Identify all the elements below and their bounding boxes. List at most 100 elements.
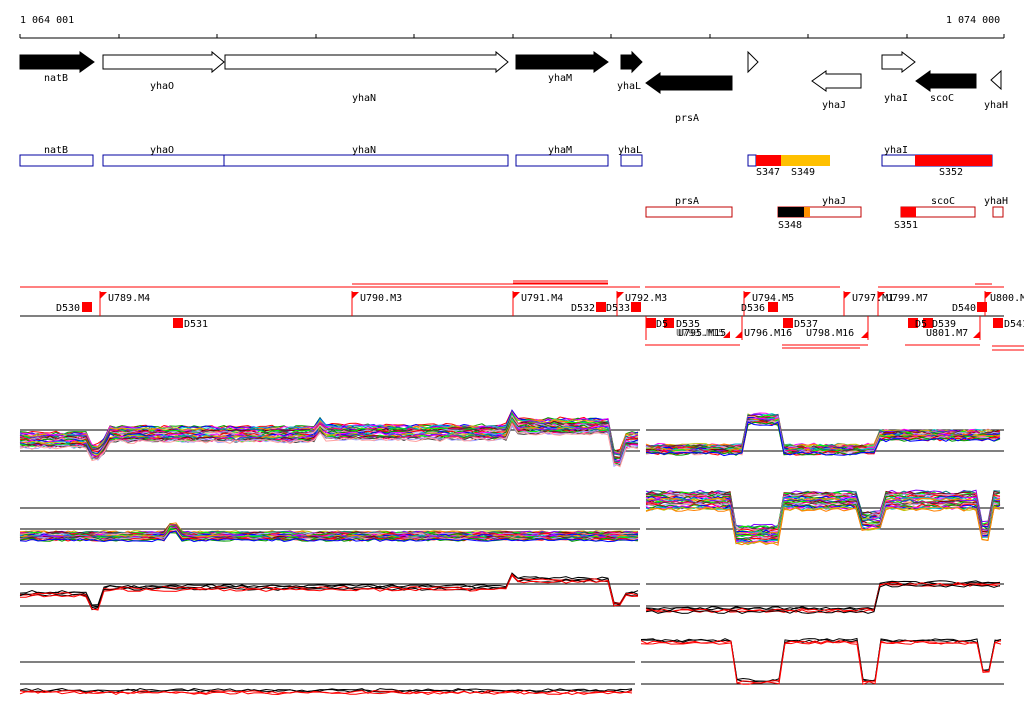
box-label-scoC: scoC (931, 196, 955, 207)
gene-arrow-yhaO[interactable] (102, 50, 225, 74)
segment-S351[interactable] (901, 207, 916, 217)
expression-profile-line (645, 413, 1001, 448)
expression-profile-line (19, 573, 639, 610)
box-label-natB: natB (44, 145, 68, 156)
label-U799: U799.M7 (886, 293, 928, 304)
terminator-D536[interactable] (768, 302, 778, 312)
gene-arrow-scoC[interactable] (915, 70, 977, 92)
label-U800: U800.M3 (990, 293, 1024, 304)
terminator-D533[interactable] (631, 302, 641, 312)
terminator-D532[interactable] (596, 302, 606, 312)
expression-profile-line (19, 524, 639, 537)
label-U790: U790.M3 (360, 293, 402, 304)
label-U797: U797.M1 (852, 293, 894, 304)
label-D531: D531 (184, 319, 208, 330)
feature-track: U789.M4 U790.M3 U791.M4 U792.M3 U794.M5 … (20, 280, 1024, 351)
box-yhaH[interactable] (992, 206, 1004, 218)
segment-S352[interactable] (915, 155, 992, 166)
expression-profile-line (645, 581, 1001, 613)
ruler-start-label: 1 064 001 (20, 15, 74, 26)
label-U789: U789.M4 (108, 293, 150, 304)
segment-label-S349: S349 (791, 167, 815, 178)
segment-label-S352: S352 (939, 167, 963, 178)
label-D534: D5 (656, 319, 668, 330)
gene-label-prsA: prsA (675, 113, 699, 124)
segment-S348[interactable] (778, 207, 804, 217)
box-natB[interactable] (19, 154, 94, 167)
terminator-D540[interactable] (977, 302, 987, 312)
terminator-D537[interactable] (783, 318, 793, 328)
label-U791: U791.M4 (521, 293, 563, 304)
expression-profile-line (19, 532, 639, 542)
box-label-yhaH: yhaH (984, 196, 1008, 207)
gene-label-yhaJ: yhaJ (822, 100, 846, 111)
expression-profile-line (645, 503, 1001, 542)
label-D532: D532 (571, 303, 595, 314)
gene-arrow-yhaI[interactable] (881, 50, 916, 74)
expression-profile-line (19, 574, 639, 611)
expression-profile-line (19, 688, 633, 694)
gene-arrow-prsA[interactable] (645, 72, 733, 94)
gene-arrow-yhaN[interactable] (224, 50, 509, 74)
coordinate-ruler: 1 064 001 1 074 000 (19, 15, 1005, 39)
gene-label-natB: natB (44, 73, 68, 84)
expression-profile-line (19, 414, 639, 459)
label-D541: D541 (1004, 319, 1024, 330)
label-D536: D536 (741, 303, 765, 314)
expression-profile-line (640, 640, 1002, 686)
box-yhaN[interactable] (223, 154, 509, 167)
box-prsA[interactable] (645, 206, 733, 218)
expression-profile-line (645, 421, 1001, 456)
terminator-D541[interactable] (993, 318, 1003, 328)
expression-profile-line (645, 584, 1001, 615)
terminator-D538[interactable] (908, 318, 918, 328)
terminator-D534[interactable] (646, 318, 656, 328)
expression-profile-line (645, 506, 1001, 546)
gene-arrow-yhaL[interactable] (620, 50, 643, 74)
label-U794: U794.M5 (752, 293, 794, 304)
box-small[interactable] (747, 154, 757, 167)
expression-profile-line (19, 530, 639, 543)
label-D539: D539 (932, 319, 956, 330)
box-label-yhaO: yhaO (150, 145, 174, 156)
box-label-prsA: prsA (675, 196, 699, 207)
gene-arrow-small[interactable] (747, 50, 759, 74)
label-U792: U792.M3 (625, 293, 667, 304)
terminator-D539[interactable] (923, 318, 933, 328)
gene-boxes-minus: prsA yhaJ S348 scoC S351 yhaH (645, 196, 1008, 231)
label-U795: U795.M15 (678, 328, 726, 339)
segment-label-S348: S348 (778, 220, 802, 231)
segment-S349[interactable] (781, 155, 830, 166)
expression-profile-line (645, 420, 1001, 456)
gene-label-yhaM: yhaM (548, 73, 572, 84)
expression-profile-line (645, 505, 1000, 545)
terminator-D531[interactable] (173, 318, 183, 328)
gene-label-scoC: scoC (930, 93, 954, 104)
label-D540: D540 (952, 303, 976, 314)
label-D533: D533 (606, 303, 630, 314)
gene-arrow-yhaJ[interactable] (811, 70, 862, 92)
label-D538: D5 (915, 319, 927, 330)
segment-S347[interactable] (756, 155, 781, 166)
gene-boxes-plus: natB yhaO yhaN yhaM yhaL S347 S349 yhaI … (19, 145, 993, 178)
label-U793: U793.M15 (676, 328, 724, 339)
segment-orange[interactable] (804, 207, 810, 217)
box-yhaM[interactable] (515, 154, 609, 167)
terminator-D530[interactable] (82, 302, 92, 312)
box-label-yhaJ: yhaJ (822, 196, 846, 207)
expression-profile-line (20, 574, 639, 611)
box-yhaO[interactable] (102, 154, 225, 167)
segment-label-S347: S347 (756, 167, 780, 178)
terminator-D535[interactable] (664, 318, 674, 328)
expression-profile-line (645, 421, 1001, 457)
expression-profile-line (645, 504, 1001, 544)
gene-arrow-yhaH[interactable] (990, 69, 1002, 91)
label-D530: D530 (56, 303, 80, 314)
expression-profile-line (640, 637, 1002, 682)
expression-profile-line (19, 573, 639, 609)
box-label-yhaL: yhaL (618, 145, 642, 156)
gene-arrow-yhaM[interactable] (515, 51, 609, 73)
box-yhaL[interactable] (620, 154, 643, 167)
gene-arrow-natB[interactable] (19, 51, 95, 73)
